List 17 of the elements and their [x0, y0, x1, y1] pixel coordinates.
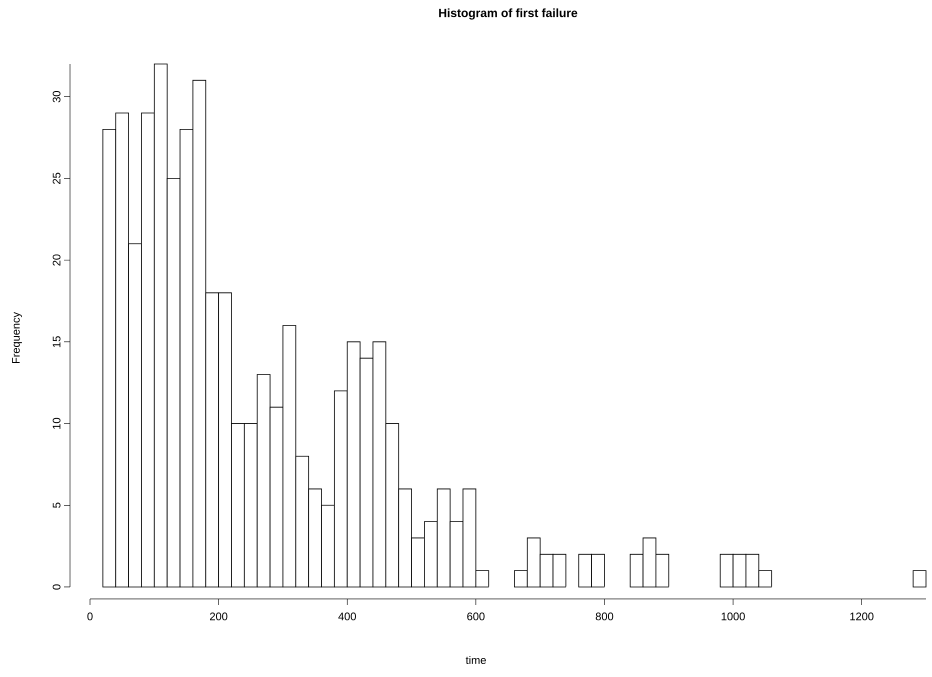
- y-tick-label: 20: [52, 254, 60, 266]
- chart-title: Histogram of first failure: [439, 8, 578, 20]
- y-tick-label: 10: [52, 418, 60, 429]
- y-tick-label: 0: [52, 584, 60, 590]
- x-tick-label: 200: [210, 612, 228, 620]
- x-tick-label: 600: [467, 612, 485, 620]
- x-tick-label: 0: [87, 612, 93, 620]
- x-tick-label: 800: [596, 612, 614, 620]
- y-tick-label: 25: [52, 172, 60, 184]
- y-tick-label: 15: [52, 336, 60, 348]
- x-tick-label: 1200: [850, 612, 874, 620]
- x-tick-label: 1000: [722, 612, 745, 620]
- y-tick-label: 30: [52, 91, 60, 102]
- y-axis-title: Frequency: [12, 312, 22, 364]
- x-axis-title: time: [466, 656, 486, 664]
- y-tick-label: 5: [52, 502, 60, 508]
- x-tick-label: 400: [338, 612, 356, 620]
